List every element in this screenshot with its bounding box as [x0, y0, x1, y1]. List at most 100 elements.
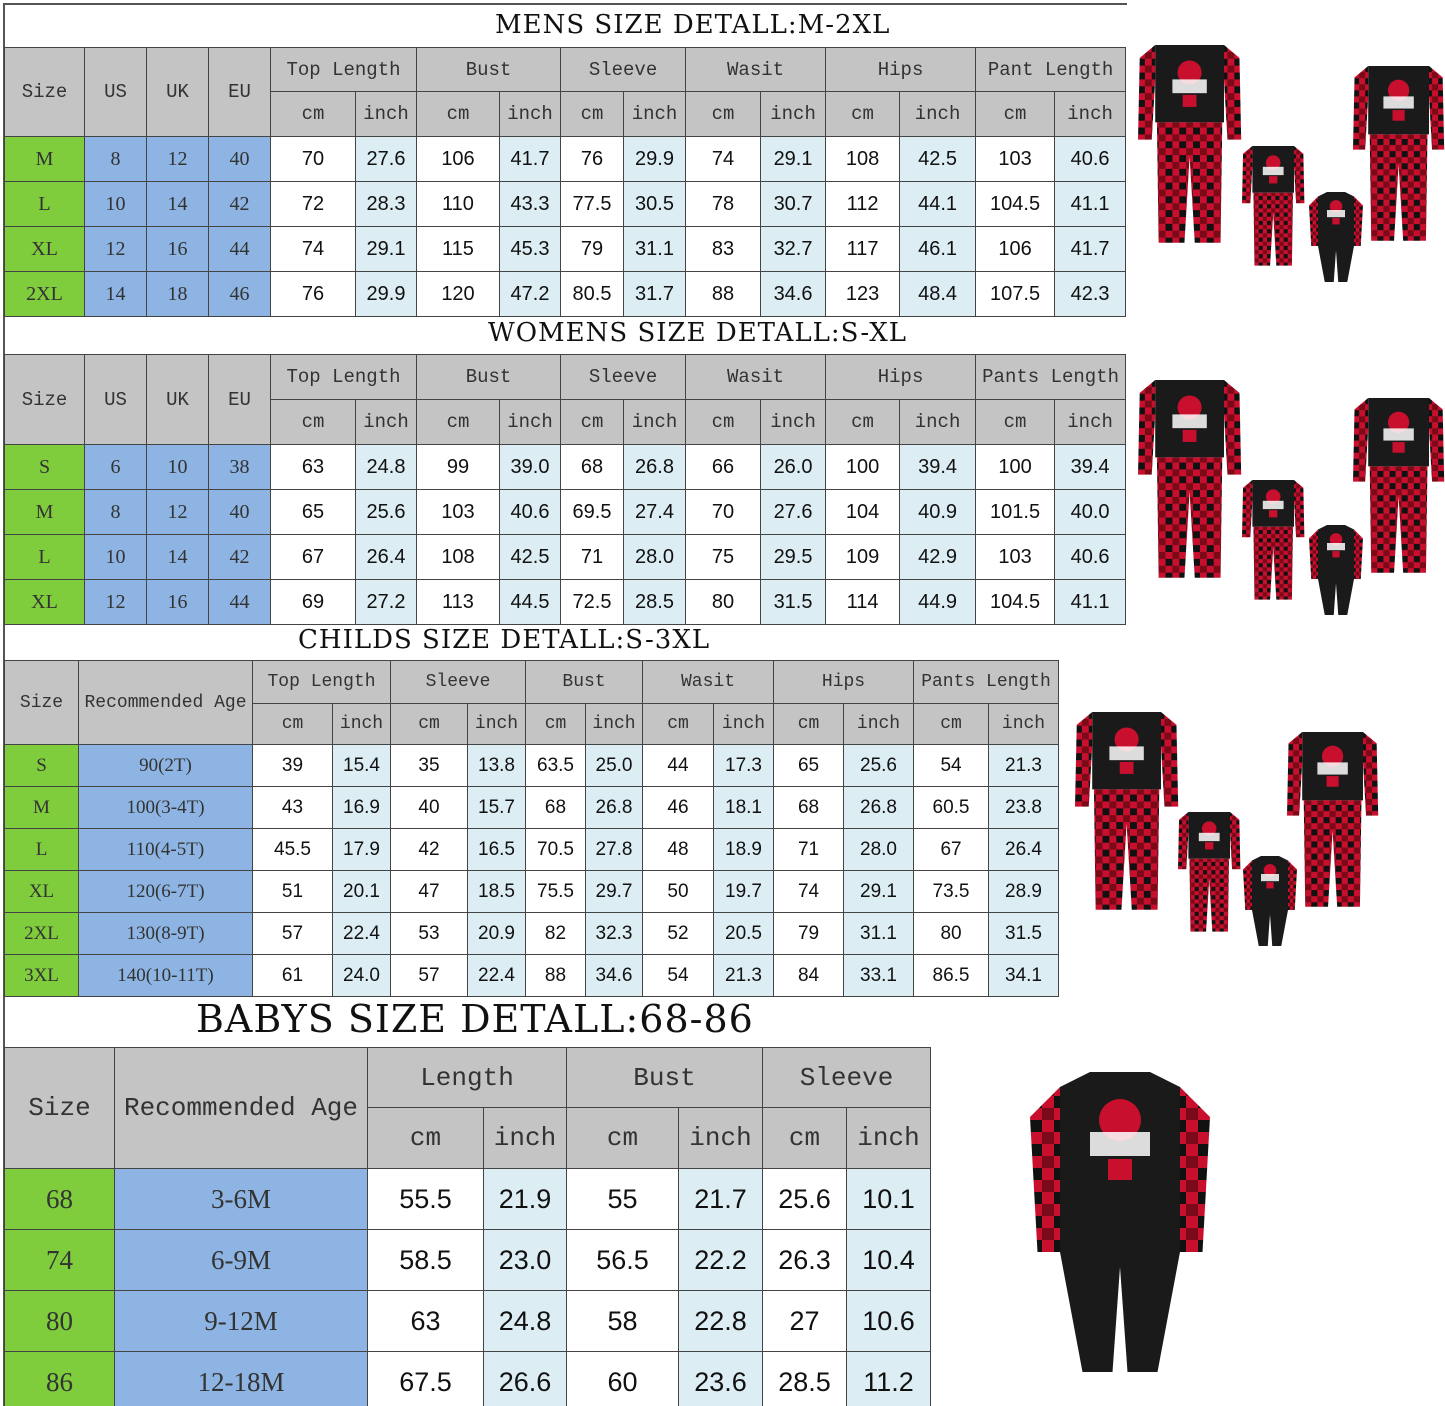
value-cell: 42.3 — [1054, 271, 1127, 317]
value-cell: 42.5 — [498, 534, 562, 580]
value-cell: 61 — [252, 954, 333, 997]
value-cell: 20.9 — [467, 912, 526, 955]
value-cell: 44 — [208, 579, 271, 625]
value-cell: 39.4 — [1054, 444, 1127, 490]
unit-header: inch — [623, 399, 687, 445]
value-cell: 26.4 — [988, 828, 1060, 871]
value-cell: 16.5 — [467, 828, 526, 871]
value-cell: 41.7 — [1054, 226, 1127, 272]
value-cell: 40.6 — [1054, 534, 1127, 580]
value-cell: 11.2 — [846, 1351, 932, 1406]
table-row: 2XL 14 18 46 76 29.9 120 47.2 80.5 31.7 88 34.6 123 4… — [4, 271, 1127, 317]
unit-header: cm — [416, 91, 500, 137]
value-cell: 117 — [825, 226, 901, 272]
womens-size-table: Size US UK EU Top Length Bust Sleeve Wasit Hips P… — [4, 354, 1127, 625]
value-cell: 68 — [773, 786, 845, 829]
value-cell: 30.7 — [760, 181, 827, 227]
value-cell: 67 — [270, 534, 356, 580]
value-cell: 26.4 — [355, 534, 417, 580]
value-cell: 48.4 — [899, 271, 977, 317]
value-cell: 27.6 — [760, 489, 827, 535]
measurement-group-header: Wasit — [685, 354, 827, 400]
value-cell: 29.9 — [355, 271, 417, 317]
size-cell: L — [4, 828, 79, 871]
size-cell: S — [4, 444, 85, 490]
value-cell: 112 — [825, 181, 901, 227]
value-cell: 25.6 — [762, 1168, 848, 1230]
column-header: Size — [4, 47, 85, 137]
value-cell: 77.5 — [560, 181, 625, 227]
value-cell: 79 — [773, 912, 845, 955]
column-header: Size — [4, 660, 79, 745]
size-cell: 80 — [4, 1290, 115, 1352]
value-cell: 69 — [270, 579, 356, 625]
table-row: 3XL 140(10-11T) 61 24.0 57 22.4 88 34.6 54 21.3 84… — [4, 954, 1060, 997]
mens-title: MENS SIZE DETALL:M-2XL — [495, 10, 891, 40]
value-cell: 12 — [84, 579, 147, 625]
value-cell: 67.5 — [367, 1351, 484, 1406]
column-header: UK — [146, 47, 209, 137]
value-cell: 8 — [84, 489, 147, 535]
value-cell: 3-6M — [114, 1168, 368, 1230]
unit-header: cm — [685, 91, 762, 137]
table-row: XL 120(6-7T) 51 20.1 47 18.5 75.5 29.7 50 19.7 74 2… — [4, 870, 1060, 913]
value-cell: 71 — [773, 828, 845, 871]
value-cell: 29.1 — [760, 136, 827, 182]
value-cell: 29.7 — [585, 870, 643, 913]
measurement-group-header: Wasit — [641, 660, 775, 704]
size-cell: 68 — [4, 1168, 115, 1230]
value-cell: 31.1 — [623, 226, 687, 272]
value-cell: 60.5 — [913, 786, 990, 829]
value-cell: 75.5 — [525, 870, 586, 913]
value-cell: 32.3 — [585, 912, 643, 955]
value-cell: 29.1 — [843, 870, 915, 913]
value-cell: 70 — [270, 136, 356, 182]
measurement-group-header: Hips — [773, 660, 915, 704]
value-cell: 38 — [208, 444, 271, 490]
measurement-group-header: Hips — [825, 47, 977, 92]
value-cell: 113 — [416, 579, 500, 625]
value-cell: 8 — [84, 136, 147, 182]
unit-header: cm — [975, 399, 1056, 445]
value-cell: 25.0 — [585, 744, 643, 787]
value-cell: 68 — [560, 444, 625, 490]
value-cell: 26.3 — [762, 1229, 848, 1291]
value-cell: 28.9 — [988, 870, 1060, 913]
column-header: EU — [208, 47, 271, 137]
value-cell: 28.5 — [762, 1351, 848, 1406]
value-cell: 39.0 — [498, 444, 562, 490]
value-cell: 31.5 — [760, 579, 827, 625]
value-cell: 90(2T) — [78, 744, 253, 787]
value-cell: 78 — [685, 181, 762, 227]
value-cell: 71 — [560, 534, 625, 580]
value-cell: 80 — [913, 912, 990, 955]
value-cell: 75 — [685, 534, 762, 580]
unit-header: cm — [560, 91, 625, 137]
value-cell: 27.8 — [585, 828, 643, 871]
value-cell: 28.3 — [355, 181, 417, 227]
value-cell: 19.7 — [712, 870, 775, 913]
table-row: 74 6-9M 58.5 23.0 56.5 22.2 26.3 10.4 — [4, 1229, 932, 1291]
table-row: S 90(2T) 39 15.4 35 13.8 63.5 25.0 44 17.3 65 25.6 5… — [4, 744, 1060, 787]
measurement-group-header: Top Length — [270, 47, 417, 92]
size-cell: 2XL — [4, 271, 85, 317]
value-cell: 10.4 — [846, 1229, 932, 1291]
measurement-group-header: Sleeve — [762, 1047, 932, 1108]
table-row: 2XL 130(8-9T) 57 22.4 53 20.9 82 32.3 52 20.5 79 31… — [4, 912, 1060, 955]
size-cell: 2XL — [4, 912, 79, 955]
value-cell: 52 — [642, 912, 714, 955]
value-cell: 10.1 — [846, 1168, 932, 1230]
value-cell: 16.9 — [332, 786, 391, 829]
value-cell: 100 — [975, 444, 1056, 490]
measurement-group-header: Bust — [565, 1047, 764, 1108]
measurement-group-header: Pants Length — [913, 660, 1060, 704]
value-cell: 48 — [642, 828, 714, 871]
value-cell: 26.8 — [843, 786, 915, 829]
measurement-group-header: Length — [367, 1047, 567, 1108]
value-cell: 109 — [825, 534, 901, 580]
value-cell: 31.1 — [843, 912, 915, 955]
unit-header: inch — [1054, 91, 1127, 137]
value-cell: 83 — [685, 226, 762, 272]
value-cell: 74 — [685, 136, 762, 182]
